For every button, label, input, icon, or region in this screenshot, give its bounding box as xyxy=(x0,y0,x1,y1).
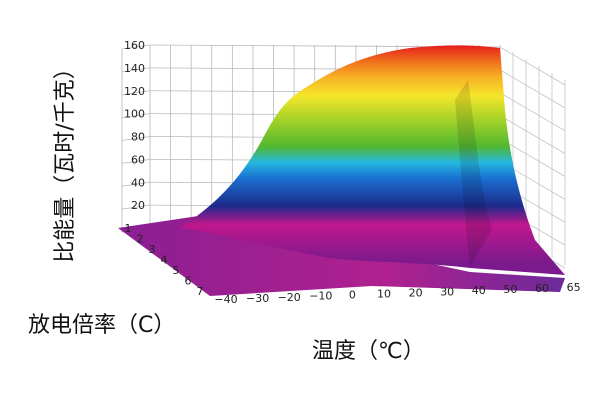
z-tick-label: 120 xyxy=(124,85,145,98)
x-tick-label: −10 xyxy=(309,290,332,303)
z-axis-ticks: 20 40 60 80 100 120 140 160 xyxy=(124,39,145,212)
x-tick-label: 20 xyxy=(409,286,423,299)
z-tick-label: 80 xyxy=(131,131,145,144)
energy-surface xyxy=(118,45,565,296)
x-tick-label: 50 xyxy=(503,283,517,296)
x-axis-title: 温度（℃） xyxy=(312,339,425,364)
x-tick-label: 40 xyxy=(472,284,486,297)
z-tick-label: 40 xyxy=(131,176,145,189)
y-tick-label: 4 xyxy=(161,254,168,267)
y-tick-label: 2 xyxy=(137,233,144,246)
x-tick-label: 60 xyxy=(535,282,549,295)
y-tick-label: 1 xyxy=(125,222,132,235)
x-tick-label: 65 xyxy=(567,281,581,294)
z-tick-label: 100 xyxy=(124,108,145,121)
x-tick-label: 10 xyxy=(377,288,391,301)
x-tick-label: −20 xyxy=(278,291,301,304)
x-tick-label: −40 xyxy=(214,293,237,306)
surface-hill xyxy=(180,45,565,275)
x-tick-label: 30 xyxy=(440,285,454,298)
x-tick-label: −30 xyxy=(246,292,269,305)
z-tick-label: 160 xyxy=(124,39,145,52)
surface-shade xyxy=(455,80,492,266)
x-axis-ticks: −40 −30 −20 −10 0 10 20 30 40 50 60 65 xyxy=(214,281,580,306)
z-axis-title: 比能量（瓦时/千克） xyxy=(53,57,78,262)
z-tick-label: 140 xyxy=(124,62,145,75)
y-tick-label: 6 xyxy=(185,275,192,288)
x-tick-label: 0 xyxy=(349,289,356,302)
z-tick-label: 20 xyxy=(131,199,145,212)
y-axis-title: 放电倍率（C） xyxy=(28,313,175,338)
y-tick-label: 5 xyxy=(173,264,180,277)
z-tick-label: 60 xyxy=(131,153,145,166)
y-tick-label: 3 xyxy=(149,243,156,256)
y-tick-label: 7 xyxy=(197,285,204,298)
